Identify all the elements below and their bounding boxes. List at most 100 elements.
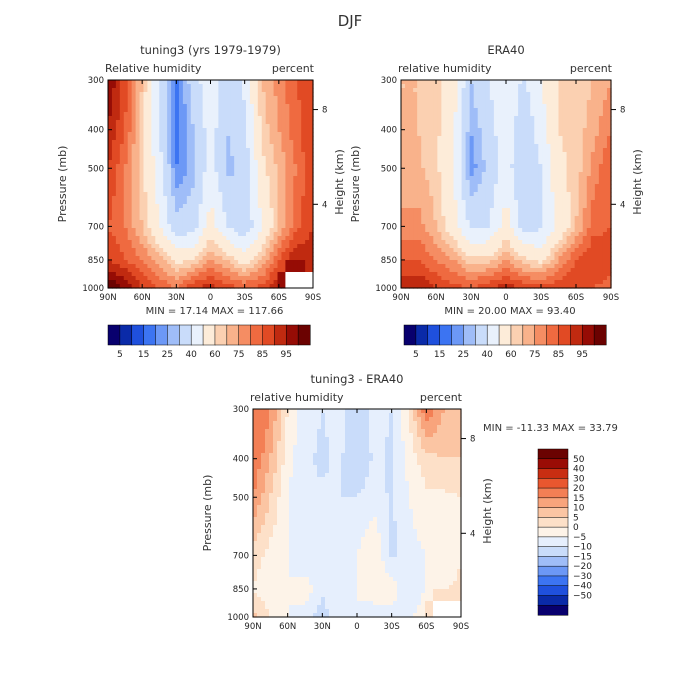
heatmap-cell — [175, 224, 180, 229]
heatmap-cell — [143, 112, 149, 117]
heatmap-cell — [554, 164, 560, 169]
heatmap-cell — [131, 80, 137, 85]
heatmap-cell — [433, 144, 438, 149]
heatmap-cell — [131, 116, 137, 121]
heatmap-cell — [433, 156, 438, 161]
heatmap-cell — [309, 188, 314, 193]
heatmap-cell — [119, 252, 125, 257]
heatmap-cell — [538, 124, 543, 129]
heatmap-cell — [566, 108, 572, 113]
heatmap-cell — [510, 244, 515, 249]
heatmap-cell — [273, 152, 279, 157]
heatmap-cell — [178, 80, 184, 85]
heatmap-cell — [289, 248, 294, 253]
heatmap-cell — [171, 204, 176, 209]
heatmap-cell — [119, 220, 125, 225]
heatmap-cell — [413, 240, 418, 245]
heatmap-cell — [558, 84, 564, 89]
heatmap-cell — [550, 240, 556, 245]
heatmap-cell — [457, 244, 463, 249]
heatmap-cell — [257, 196, 263, 201]
heatmap-cell — [194, 200, 200, 205]
heatmap-cell — [139, 164, 145, 169]
heatmap-cell — [265, 260, 271, 265]
heatmap-cell — [194, 120, 200, 125]
heatmap-cell — [178, 220, 184, 225]
heatmap-cell — [445, 80, 451, 85]
heatmap-cell — [190, 280, 196, 285]
heatmap-cell — [510, 184, 515, 189]
heatmap-cell — [473, 192, 479, 197]
heatmap-cell — [171, 272, 176, 277]
heatmap-cell — [606, 248, 612, 253]
heatmap-cell — [289, 220, 294, 225]
heatmap-cell — [242, 244, 247, 249]
heatmap-cell — [301, 132, 306, 137]
heatmap-cell — [542, 132, 547, 137]
heatmap-cell — [461, 152, 467, 157]
heatmap-cell — [206, 196, 212, 201]
heatmap-cell — [245, 228, 251, 233]
heatmap-cell — [598, 160, 604, 165]
heatmap-cell — [510, 236, 515, 241]
heatmap-cell — [542, 136, 547, 141]
heatmap-cell — [249, 240, 255, 245]
heatmap-cell — [182, 280, 188, 285]
heatmap-cell — [309, 232, 314, 237]
heatmap-cell — [226, 272, 231, 277]
heatmap-cell — [477, 120, 483, 125]
heatmap-cell — [518, 164, 523, 169]
heatmap-cell — [238, 272, 243, 277]
heatmap-cell — [497, 112, 503, 117]
heatmap-cell — [210, 92, 216, 97]
heatmap-cell — [421, 108, 426, 113]
heatmap-cell — [163, 196, 168, 201]
heatmap-cell — [151, 248, 156, 253]
heatmap-cell — [119, 100, 125, 105]
heatmap-cell — [293, 172, 298, 177]
heatmap-cell — [546, 140, 552, 145]
heatmap-cell — [582, 204, 588, 209]
heatmap-cell — [570, 208, 576, 213]
heatmap-cell — [526, 112, 531, 117]
heatmap-cell — [163, 252, 168, 257]
heatmap-cell — [445, 224, 451, 229]
heatmap-cell — [602, 128, 608, 133]
heatmap-cell — [234, 204, 239, 209]
heatmap-cell — [493, 188, 499, 193]
heatmap-cell — [131, 216, 137, 221]
heatmap-cell — [409, 188, 414, 193]
heatmap-cell — [413, 224, 418, 229]
heatmap-cell — [182, 204, 188, 209]
heatmap-cell — [518, 156, 523, 161]
heatmap-cell — [421, 228, 426, 233]
heatmap-cell — [445, 96, 451, 101]
heatmap-cell — [119, 172, 125, 177]
heatmap-cell — [186, 108, 192, 113]
heatmap-cell — [285, 124, 290, 129]
heatmap-cell — [218, 284, 223, 289]
heatmap-cell — [230, 84, 235, 89]
heatmap-cell — [465, 96, 471, 101]
panel-left-label: Relative humidity — [105, 62, 202, 75]
heatmap-cell — [257, 80, 263, 85]
heatmap-cell — [151, 252, 156, 257]
heatmap-cell — [542, 184, 547, 189]
heatmap-cell — [522, 96, 527, 101]
heatmap-cell — [425, 164, 430, 169]
heatmap-cell — [550, 228, 556, 233]
heatmap-cell — [493, 184, 499, 189]
heatmap-cell — [489, 152, 495, 157]
heatmap-cell — [202, 236, 208, 241]
heatmap-cell — [457, 160, 463, 165]
heatmap-cell — [297, 212, 302, 217]
heatmap-cell — [234, 284, 239, 289]
heatmap-cell — [198, 128, 204, 133]
heatmap-cell — [198, 248, 204, 253]
heatmap-cell — [206, 184, 212, 189]
heatmap-cell — [590, 124, 596, 129]
heatmap-cell — [281, 268, 286, 273]
heatmap-cell — [542, 216, 547, 221]
heatmap-cell — [269, 196, 275, 201]
heatmap-cell — [111, 204, 117, 209]
